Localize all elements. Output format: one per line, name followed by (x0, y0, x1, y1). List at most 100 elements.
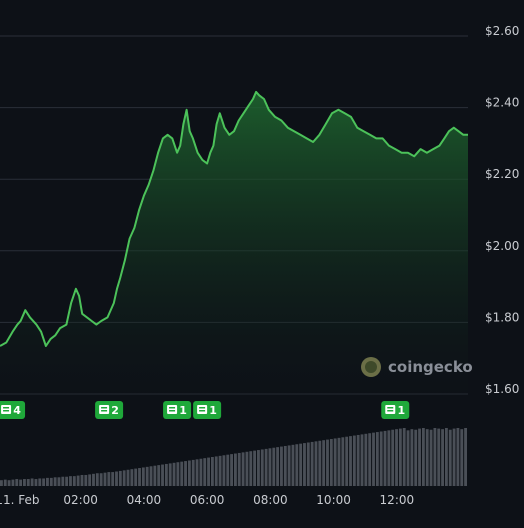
y-axis-ticks: $2.60 $2.40 $2.20 $2.00 $1.80 $1.60 (485, 24, 519, 396)
volume-bar (65, 476, 69, 486)
news-count: 2 (111, 404, 119, 417)
volume-bar (368, 433, 372, 486)
volume-bar (57, 477, 61, 486)
volume-bar (218, 455, 222, 486)
volume-bar (226, 454, 230, 486)
volume-bar (310, 441, 314, 486)
volume-bar (107, 472, 111, 486)
news-count: 1 (179, 404, 187, 417)
y-tick-label: $1.80 (485, 310, 519, 324)
volume-bar (49, 477, 53, 486)
newspaper-icon-line (101, 410, 108, 412)
volume-bar (214, 456, 218, 486)
volume-bar (203, 458, 207, 486)
watermark-text: coingecko (388, 358, 473, 376)
newspaper-icon (1, 405, 12, 414)
news-count: 1 (397, 404, 405, 417)
volume-bar (448, 429, 452, 486)
volume-bar (318, 440, 322, 486)
volume-bar (130, 469, 134, 486)
volume-bar (429, 429, 433, 486)
volume-bar (15, 479, 19, 486)
volume-bar (249, 451, 253, 486)
newspaper-icon (167, 405, 178, 414)
news-count: 4 (13, 404, 21, 417)
volume-bar (222, 455, 226, 486)
news-marker[interactable]: 1 (163, 401, 192, 419)
news-count: 1 (209, 404, 217, 417)
news-marker[interactable]: 4 (0, 401, 26, 419)
volume-bar (161, 464, 164, 486)
volume-bar (306, 442, 310, 486)
volume-bar (207, 457, 210, 486)
volume-bar (391, 429, 395, 486)
newspaper-icon-line (199, 407, 206, 409)
volume-bar (360, 434, 364, 486)
x-tick-label: 11. Feb (0, 493, 39, 507)
volume-bar (46, 477, 49, 486)
volume-bar (84, 474, 88, 486)
volume-bar (421, 428, 425, 486)
news-marker[interactable]: 2 (95, 401, 124, 419)
news-marker[interactable]: 1 (381, 401, 410, 419)
x-tick-label: 06:00 (190, 493, 225, 507)
x-tick-label: 02:00 (63, 493, 98, 507)
volume-bar (372, 432, 375, 486)
volume-bar (460, 429, 464, 486)
volume-bar (122, 470, 126, 486)
newspaper-icon-line (199, 410, 206, 412)
newspaper-icon-line (387, 410, 394, 412)
y-tick-label: $2.40 (485, 96, 519, 110)
volume-bar (375, 432, 379, 486)
volume-bar (134, 468, 138, 486)
volume-bar (345, 436, 349, 486)
news-marker[interactable]: 1 (193, 401, 222, 419)
volume-bar (95, 473, 99, 486)
volume-bar (184, 461, 187, 486)
volume-bar (245, 451, 249, 486)
volume-bar (268, 448, 272, 486)
volume-bar (260, 449, 264, 486)
news-markers[interactable]: 4 2 1 1 1 (0, 401, 410, 419)
x-tick-label: 08:00 (253, 493, 288, 507)
volume-bar (30, 478, 34, 486)
volume-bar (299, 443, 303, 486)
volume-bar (395, 429, 398, 486)
volume-bar (26, 479, 30, 486)
volume-bar (23, 479, 26, 486)
volume-bar (164, 463, 168, 486)
volume-bar (88, 474, 92, 486)
volume-bar (402, 428, 406, 486)
gecko-logo-inner (365, 361, 377, 373)
volume-bar (7, 480, 11, 486)
volume-bar (42, 478, 46, 486)
volume-bar (157, 465, 161, 486)
y-tick-label: $2.00 (485, 239, 519, 253)
volume-bar (456, 428, 460, 486)
volume-bar (138, 468, 141, 486)
volume-bar (356, 434, 360, 486)
volume-bar (425, 429, 429, 486)
volume-bar (53, 477, 57, 486)
volume-bar (234, 453, 237, 486)
x-axis-ticks: 11. Feb 02:00 04:00 06:00 08:00 10:00 12:00 (0, 493, 414, 507)
volume-bar (379, 431, 383, 486)
x-tick-label: 04:00 (127, 493, 162, 507)
volume-bar (92, 473, 95, 486)
newspaper-icon-line (169, 410, 176, 412)
newspaper-icon-line (387, 407, 394, 409)
volume-bar (406, 430, 410, 486)
volume-bar (341, 437, 345, 486)
volume-bar (187, 460, 191, 486)
volume-bar (433, 428, 437, 486)
volume-bar (99, 473, 103, 486)
volume-bar (180, 461, 184, 486)
volume-bar (11, 479, 15, 486)
y-tick-label: $2.60 (485, 24, 519, 38)
volume-bar (34, 479, 38, 486)
volume-bar (398, 428, 402, 486)
volume-bar (237, 452, 241, 486)
volume-bar (276, 447, 280, 486)
newspaper-icon (197, 405, 208, 414)
